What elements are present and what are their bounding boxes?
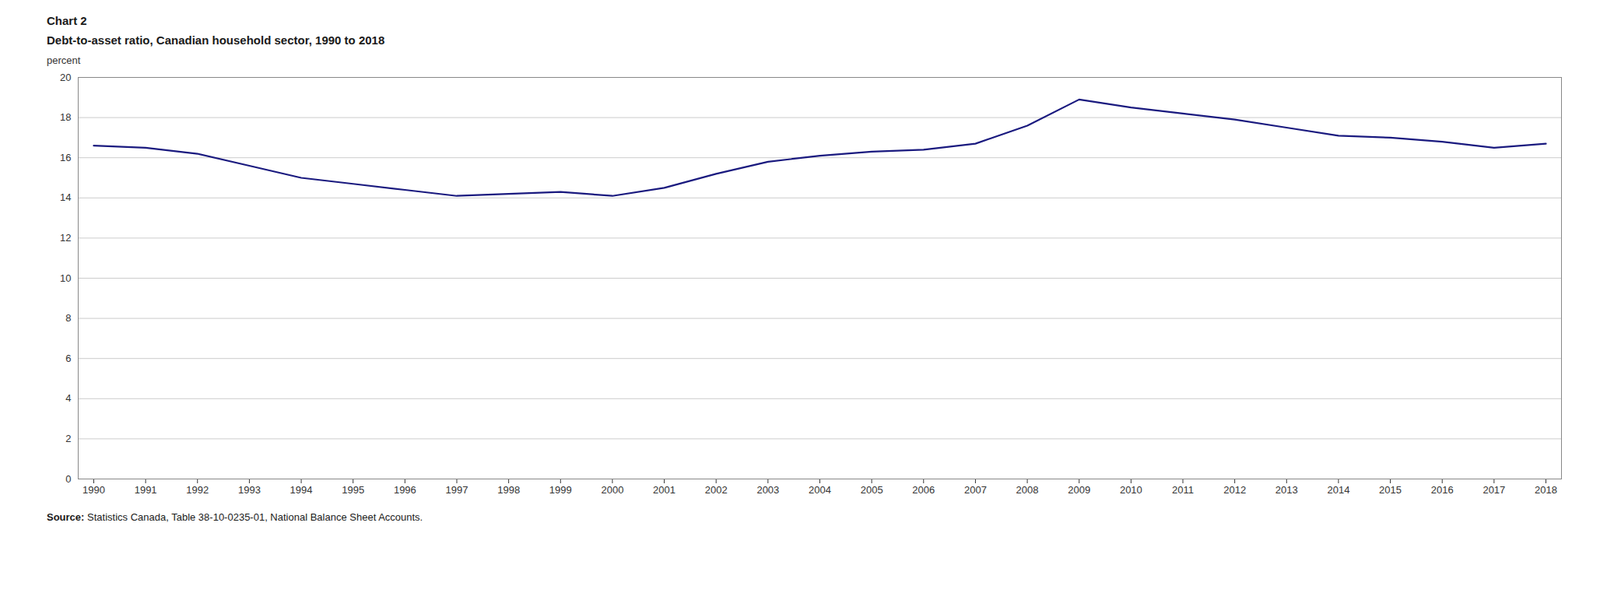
svg-text:12: 12: [59, 231, 71, 244]
svg-text:1994: 1994: [290, 484, 313, 496]
html-text:Source: Statistics Canada, Tab: Source: Statistics Canada, Table 38-10-0…: [46, 511, 423, 523]
svg-text:2003: 2003: [756, 484, 779, 496]
svg-text:18: 18: [59, 111, 71, 123]
svg-text:1993: 1993: [238, 484, 261, 496]
svg-text:2004: 2004: [808, 484, 832, 496]
svg-text:2002: 2002: [705, 484, 728, 496]
svg-text:8: 8: [65, 312, 71, 324]
svg-text:2015: 2015: [1378, 484, 1402, 496]
svg-text:20: 20: [59, 71, 71, 84]
svg-text:1997: 1997: [445, 484, 469, 496]
svg-text:2011: 2011: [1171, 484, 1194, 496]
svg-text:2014: 2014: [1326, 484, 1350, 496]
svg-text:2000: 2000: [600, 484, 624, 496]
svg-text:2001: 2001: [652, 484, 676, 496]
svg-text:2: 2: [65, 432, 71, 445]
svg-text:2016: 2016: [1431, 484, 1454, 496]
svg-text:2018: 2018: [1534, 484, 1558, 496]
svg-text:1990: 1990: [82, 484, 106, 496]
svg-text:0: 0: [65, 473, 71, 485]
html-text:Chart 2: Chart 2: [46, 14, 87, 28]
svg-text:2012: 2012: [1223, 484, 1246, 496]
svg-text:4: 4: [65, 392, 71, 404]
svg-text:2006: 2006: [912, 484, 935, 496]
svg-text:1999: 1999: [549, 484, 572, 496]
svg-text:2008: 2008: [1016, 484, 1039, 496]
svg-text:2007: 2007: [964, 484, 987, 496]
svg-text:16: 16: [59, 151, 71, 164]
svg-text:2009: 2009: [1067, 484, 1091, 496]
svg-text:2013: 2013: [1275, 484, 1299, 496]
svg-text:1991: 1991: [134, 484, 158, 496]
html-text:percent: percent: [46, 54, 81, 67]
svg-text:1998: 1998: [497, 484, 520, 496]
svg-text:14: 14: [59, 191, 71, 204]
svg-text:1995: 1995: [341, 484, 365, 496]
svg-text:1992: 1992: [185, 484, 209, 496]
svg-text:10: 10: [59, 272, 71, 285]
svg-text:1996: 1996: [393, 484, 417, 496]
svg-text:6: 6: [65, 352, 71, 365]
svg-text:2017: 2017: [1482, 484, 1506, 496]
svg-text:2005: 2005: [860, 484, 884, 496]
html-text:Debt-to-asset ratio, Canadian: Debt-to-asset ratio, Canadian household …: [46, 33, 385, 47]
svg-text:2010: 2010: [1119, 484, 1143, 496]
